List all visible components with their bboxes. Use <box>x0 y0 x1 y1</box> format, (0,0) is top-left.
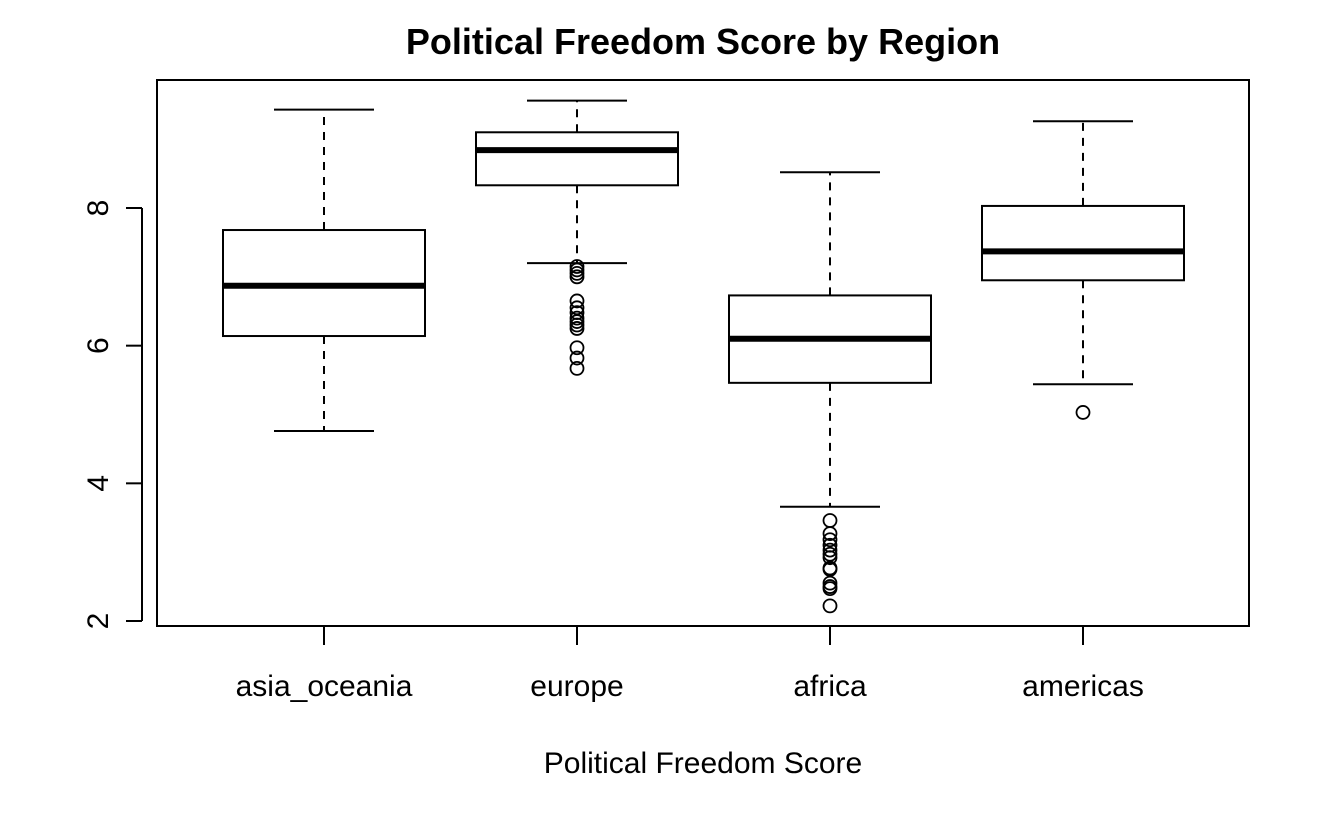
box-europe <box>475 99 679 376</box>
x-tick-label: africa <box>793 670 867 703</box>
y-tick-label: 2 <box>82 613 115 630</box>
x-axis: asia_oceania europe africa americas <box>236 626 1144 703</box>
iqr-box <box>981 204 1185 282</box>
x-axis-title: Political Freedom Score <box>544 747 862 780</box>
box-asia_oceania <box>222 108 426 433</box>
plot-frame <box>156 79 1250 627</box>
boxes <box>222 99 1185 614</box>
box-africa <box>728 171 932 614</box>
outlier-point <box>569 340 585 356</box>
chart-title: Political Freedom Score by Region <box>406 21 1000 62</box>
outlier-point <box>822 581 838 597</box>
y-tick-label: 8 <box>82 200 115 217</box>
outlier-point <box>822 550 838 566</box>
outlier-point <box>822 526 838 541</box>
outlier-point <box>822 542 838 558</box>
iqr-box <box>475 131 679 187</box>
x-tick-label: asia_oceania <box>236 670 413 703</box>
x-tick-label: europe <box>530 670 623 703</box>
outlier-point <box>569 360 585 376</box>
y-axis: 2 4 6 8 <box>82 200 143 630</box>
outlier-point <box>569 350 585 366</box>
box-americas <box>981 120 1185 420</box>
outlier-point <box>822 598 838 614</box>
outlier-point <box>569 269 585 285</box>
x-tick-label: americas <box>1022 670 1144 703</box>
outlier-point <box>822 513 838 528</box>
outlier-point <box>569 293 585 309</box>
outlier-point <box>1075 405 1091 420</box>
outlier-point <box>569 321 585 336</box>
y-tick-label: 6 <box>82 337 115 354</box>
y-tick-label: 4 <box>82 475 115 492</box>
outlier-point <box>822 532 838 548</box>
